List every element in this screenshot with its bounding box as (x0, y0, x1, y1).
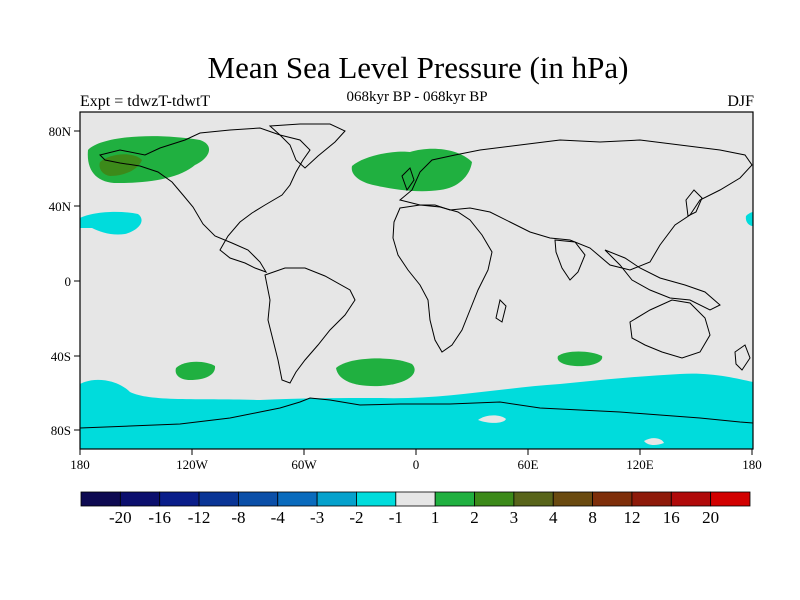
y-tick-labels: 80N 40N 0 40S 80S (49, 124, 72, 438)
coast-japan (685, 189, 703, 217)
coastlines (80, 123, 753, 429)
colorbar-label: -4 (271, 508, 286, 527)
coast-antarctica (80, 397, 753, 429)
x-tick-label: 120W (176, 457, 209, 472)
coast-southeast-asia (604, 249, 721, 311)
colorbar-swatch (552, 491, 593, 507)
y-tick-label: 80S (51, 423, 71, 438)
season-label: DJF (727, 93, 754, 110)
colorbar-label: 1 (431, 508, 440, 527)
x-tick-labels: 180 120W 60W 0 60E 120E 180 (70, 457, 762, 472)
colorbar-label: -20 (109, 508, 132, 527)
coast-uk (401, 167, 415, 192)
period-label: 068kyr BP - 068kyr BP (346, 89, 488, 105)
x-tick-label: 120E (626, 457, 654, 472)
colorbar-swatch (474, 491, 515, 507)
x-tick-label: 180 (742, 457, 762, 472)
colorbar-swatch (119, 491, 161, 507)
colorbar-label: -2 (349, 508, 363, 527)
colorbar-label: 4 (549, 508, 558, 527)
colorbar-label: 12 (623, 508, 640, 527)
colorbar-label: -12 (188, 508, 211, 527)
colorbar-swatch (159, 491, 200, 507)
colorbar-swatch (710, 491, 751, 507)
coast-greenland (268, 123, 346, 169)
colorbar-label: 16 (663, 508, 680, 527)
colorbar-label: -8 (231, 508, 245, 527)
subtropical-pacific-negative-east (745, 212, 753, 226)
north-pacific-core (99, 154, 142, 176)
y-tick-label: 40S (51, 349, 71, 364)
subtropical-pacific-negative (80, 211, 142, 235)
south-pacific-positive (175, 361, 216, 380)
colorbar-swatch (80, 491, 121, 507)
colorbar-swatch (670, 491, 712, 507)
map-area (80, 112, 753, 449)
coast-madagascar (495, 299, 507, 323)
x-tick-label: 180 (70, 457, 90, 472)
south-indian-positive (557, 351, 603, 367)
axis-ticks (74, 130, 753, 455)
colorbar-label: -1 (389, 508, 403, 527)
coast-south-america (264, 267, 356, 384)
colorbar-swatch (513, 491, 554, 507)
colorbar-label: -16 (148, 508, 171, 527)
y-tick-label: 80N (49, 124, 72, 139)
coast-australia (629, 299, 711, 359)
colorbar-swatch (592, 491, 633, 507)
colorbar-swatch (198, 491, 239, 507)
colorbar-swatch (631, 491, 672, 507)
colorbar-label: -3 (310, 508, 324, 527)
north-atlantic-positive (351, 148, 472, 192)
colorbar-swatch (277, 491, 318, 507)
colorbar-label: 2 (470, 508, 479, 527)
x-tick-label: 60W (291, 457, 317, 472)
experiment-label: Expt = tdwzT-tdwtT (80, 93, 211, 110)
antarctic-positive-patch-east (644, 438, 664, 446)
coast-india (554, 239, 586, 281)
y-tick-label: 0 (65, 274, 72, 289)
y-tick-label: 40N (49, 199, 72, 214)
colorbar: -20 -16 -12 -8 -4 -3 -2 -1 1 2 3 4 8 12 16 20 (80, 491, 751, 527)
south-atlantic-positive (336, 358, 415, 387)
antarctic-positive-patch (478, 415, 506, 423)
coast-europe-asia (398, 139, 753, 271)
colorbar-label: 20 (702, 508, 719, 527)
coast-north-america (99, 127, 311, 273)
colorbar-label: 3 (510, 508, 519, 527)
x-tick-label: 60E (518, 457, 539, 472)
x-tick-label: 0 (413, 457, 420, 472)
colorbar-swatch (238, 491, 279, 507)
colorbar-swatch (434, 491, 475, 507)
colorbar-swatch (395, 491, 436, 507)
coast-africa (392, 204, 493, 353)
colorbar-label: 8 (588, 508, 597, 527)
southern-ocean-negative (80, 373, 753, 449)
colorbar-swatch (356, 491, 397, 507)
coast-new-zealand (734, 344, 751, 371)
colorbar-swatch (316, 491, 357, 507)
chart-title: Mean Sea Level Pressure (in hPa) (207, 50, 629, 85)
